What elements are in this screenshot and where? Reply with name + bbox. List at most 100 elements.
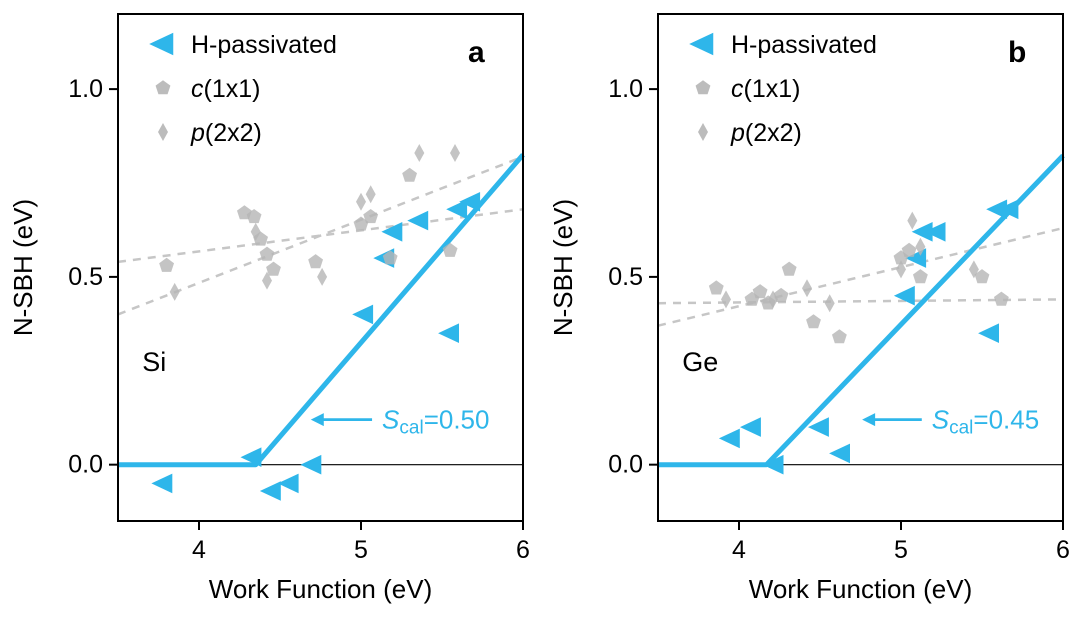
x-tick-label: 5 [354, 536, 368, 564]
data-point [893, 285, 915, 306]
data-point [363, 209, 379, 224]
data-point [721, 290, 731, 309]
annotation-text: Scal=0.45 [932, 405, 1039, 439]
x-tick-label: 4 [192, 536, 206, 564]
legend-marker-diamond [698, 123, 708, 141]
data-point [382, 250, 398, 265]
chart-panel-b: 4 5 6 0.0 0.5 1.0 Work Function (eV) N-SBH (eV)… [548, 13, 1070, 604]
legend-marker-pentagon [155, 80, 171, 95]
series-p2x2 [169, 144, 460, 301]
material-label: Si [142, 347, 166, 377]
annotation-arrowhead [862, 413, 876, 427]
data-point [718, 428, 740, 449]
data-point [974, 269, 990, 284]
legend-label: p(2x2) [190, 119, 262, 147]
data-point [968, 260, 979, 279]
y-tick-label: 1.0 [68, 75, 103, 103]
y-axis-label: N-SBH (eV) [548, 199, 578, 336]
panel-letter: b [1008, 36, 1026, 69]
data-point [365, 185, 376, 204]
data-point [438, 323, 459, 343]
legend-marker-triangle-left [689, 32, 714, 56]
p-trend-dashed-line [657, 226, 1064, 327]
data-point [353, 216, 369, 231]
data-point [262, 271, 272, 290]
data-point [912, 269, 928, 284]
series-H-passivated [718, 199, 1019, 475]
data-point [240, 447, 262, 467]
data-point [450, 144, 460, 162]
data-point [806, 314, 821, 329]
legend-label: p(2x2) [730, 119, 802, 147]
data-point [740, 417, 761, 437]
series-c1x1 [708, 242, 1009, 344]
x-tick-label: 5 [894, 536, 908, 564]
data-point [246, 209, 262, 224]
x-tick-label: 6 [1056, 536, 1070, 564]
fit-line [118, 153, 525, 468]
y-tick-label: 1.0 [608, 75, 643, 103]
plot-frame [657, 13, 1064, 522]
data-point [901, 242, 917, 257]
data-point [802, 279, 812, 298]
data-point [911, 222, 933, 242]
data-point [169, 282, 180, 301]
data-point [317, 267, 328, 286]
data-point [259, 481, 281, 501]
data-point [915, 237, 926, 256]
data-point [907, 211, 918, 230]
panel-b: 4 5 6 0.0 0.5 1.0 Work Function (eV) N-SBH (eV)… [540, 0, 1080, 630]
x-axis-label: Work Function (eV) [209, 574, 432, 604]
data-point [924, 222, 946, 242]
legend-marker-triangle-left [149, 32, 174, 56]
data-point [151, 473, 173, 494]
x-axis-label: Work Function (eV) [749, 574, 972, 604]
data-point [402, 167, 418, 182]
data-point [159, 257, 175, 272]
data-point [986, 199, 1008, 220]
x-tick-label: 6 [516, 536, 530, 564]
data-point [896, 260, 906, 279]
series-p2x2 [721, 211, 979, 313]
data-point [356, 192, 366, 211]
data-point [781, 261, 797, 276]
y-axis-label: N-SBH (eV) [8, 199, 38, 336]
data-point [752, 284, 768, 299]
data-point [459, 192, 481, 212]
data-point [277, 473, 299, 494]
data-point [768, 290, 778, 309]
x-tick-label: 4 [732, 536, 746, 564]
data-point [997, 199, 1019, 220]
series-c1x1 [159, 167, 458, 276]
data-point [442, 242, 458, 257]
data-point [446, 199, 468, 220]
data-point [266, 261, 281, 276]
annotation-arrowhead [310, 413, 324, 427]
y-tick-label: 0.5 [608, 263, 643, 291]
data-point [414, 144, 425, 162]
panel-letter: a [468, 36, 485, 69]
legend-label: H-passivated [731, 31, 877, 59]
data-point [978, 323, 999, 343]
plot-frame [117, 13, 524, 522]
material-label: Ge [682, 347, 718, 377]
p-trend-dashed-line [117, 155, 524, 316]
data-point [808, 417, 829, 437]
data-point [352, 304, 374, 325]
data-point [762, 454, 784, 475]
panel-a: 4 5 6 0.0 0.5 1.0 Work Function (eV) N-SBH (eV)… [8, 13, 530, 604]
data-point [381, 222, 403, 242]
data-point [708, 280, 724, 295]
legend-marker-pentagon [695, 80, 711, 95]
legend-label: c(1x1) [191, 75, 260, 103]
series-H-passivated [151, 192, 481, 501]
data-point [259, 246, 275, 261]
y-tick-label: 0.5 [68, 263, 103, 291]
data-point [300, 454, 322, 475]
data-point [308, 254, 324, 269]
y-tick-label: 0.0 [68, 451, 103, 479]
legend-label: c(1x1) [731, 75, 800, 103]
legend-marker-diamond [158, 123, 168, 141]
data-point [250, 222, 261, 241]
